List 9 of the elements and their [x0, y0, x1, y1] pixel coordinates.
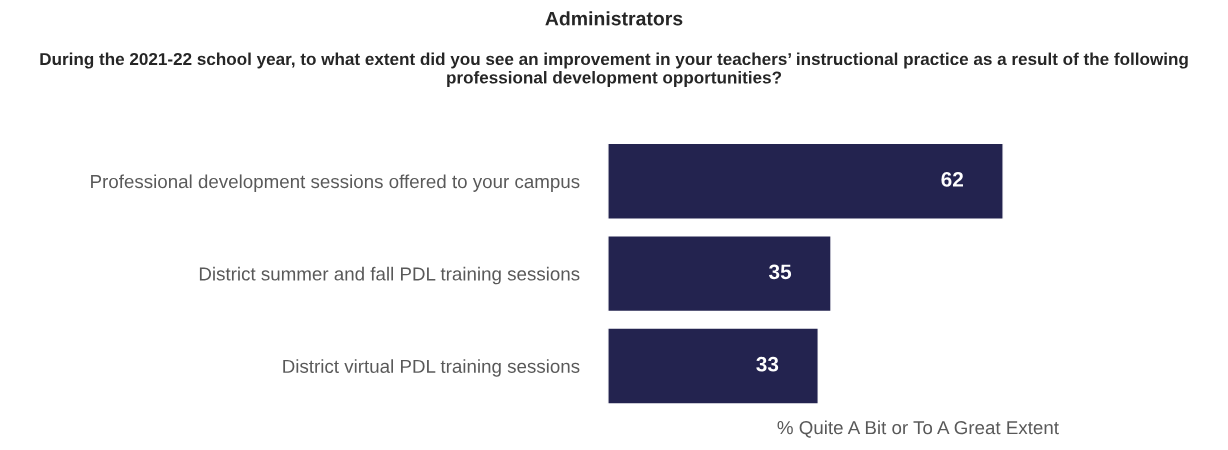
- y-tick-label: District virtual PDL training sessions: [283, 359, 580, 377]
- data-label: 33: [756, 356, 779, 372]
- y-tick-label: Professional development sessions offered to your campus: [91, 174, 580, 192]
- chart-subtitle: During the 2021-22 school year, to what extent did you see an improvement in your teachers’ instructional practice as a result of the following professional development opportunities?: [40, 52, 1188, 87]
- chart-title: Administrators: [545, 11, 683, 26]
- data-label: 62: [941, 172, 963, 187]
- data-label: 35: [768, 264, 792, 280]
- y-tick-label: District summer and fall PDL training sessions: [199, 266, 580, 285]
- x-axis-title: % Quite A Bit or To A Great Extent: [777, 420, 1059, 438]
